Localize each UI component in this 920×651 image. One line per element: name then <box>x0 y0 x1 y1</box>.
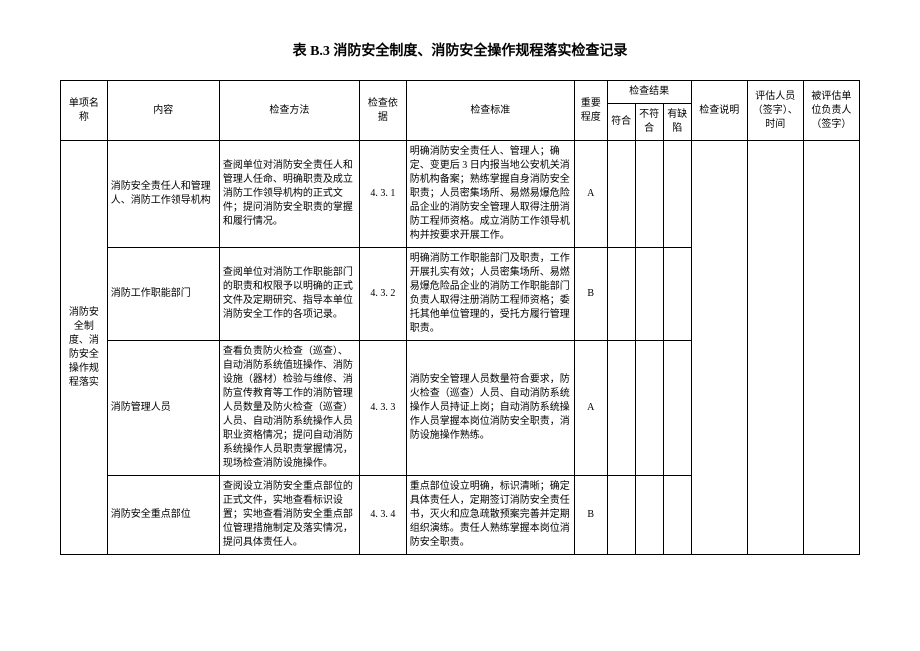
result-match-cell <box>607 141 635 248</box>
basis-cell: 4. 3. 3 <box>360 341 407 476</box>
method-cell: 查阅单位对消防工作职能部门的职责和权限予以明确的正式文件及定期研究、指导本单位消… <box>219 248 359 341</box>
standard-cell: 明确消防安全责任人、管理人；确定、变更后 3 日内报当地公安机关消防机构备案；熟… <box>406 141 574 248</box>
importance-cell: B <box>574 476 607 555</box>
result-nomatch-cell <box>635 248 663 341</box>
note-cell <box>691 141 747 555</box>
importance-cell: A <box>574 341 607 476</box>
header-check-standard: 检查标准 <box>406 81 574 141</box>
header-result-nomatch: 不符合 <box>635 104 663 141</box>
result-nomatch-cell <box>635 141 663 248</box>
content-cell: 消防管理人员 <box>107 341 219 476</box>
header-result-match: 符合 <box>607 104 635 141</box>
basis-cell: 4. 3. 1 <box>360 141 407 248</box>
header-check-method: 检查方法 <box>219 81 359 141</box>
header-check-result: 检查结果 <box>607 81 691 104</box>
result-nomatch-cell <box>635 341 663 476</box>
page-title: 表 B.3 消防安全制度、消防安全操作规程落实检查记录 <box>60 40 860 60</box>
method-cell: 查阅单位对消防安全责任人和管理人任命、明确职责及成立消防工作领导机构的正式文件；… <box>219 141 359 248</box>
result-defect-cell <box>663 476 691 555</box>
method-cell: 查看负责防火检查（巡查）、自动消防系统值班操作、消防设施（器材）检验与维修、消防… <box>219 341 359 476</box>
result-defect-cell <box>663 248 691 341</box>
header-item-name: 单项名称 <box>61 81 108 141</box>
importance-cell: B <box>574 248 607 341</box>
basis-cell: 4. 3. 4 <box>360 476 407 555</box>
result-nomatch-cell <box>635 476 663 555</box>
header-result-defect: 有缺陷 <box>663 104 691 141</box>
standard-cell: 消防安全管理人员数量符合要求，防火检查（巡查）人员、自动消防系统操作人员持证上岗… <box>406 341 574 476</box>
header-content: 内容 <box>107 81 219 141</box>
evaluated-unit-cell <box>803 141 859 555</box>
result-defect-cell <box>663 141 691 248</box>
standard-cell: 明确消防工作职能部门及职责，工作开展扎实有效；人员密集场所、易燃易爆危险品企业的… <box>406 248 574 341</box>
basis-cell: 4. 3. 2 <box>360 248 407 341</box>
standard-cell: 重点部位设立明确，标识清晰；确定具体责任人，定期签订消防安全责任书，灭火和应急疏… <box>406 476 574 555</box>
header-check-basis: 检查依据 <box>360 81 407 141</box>
importance-cell: A <box>574 141 607 248</box>
header-evaluated-unit: 被评估单位负责人（签字） <box>803 81 859 141</box>
result-defect-cell <box>663 341 691 476</box>
inspection-table: 单项名称 内容 检查方法 检查依据 检查标准 重要程度 检查结果 检查说明 评估… <box>60 80 860 555</box>
result-match-cell <box>607 476 635 555</box>
method-cell: 查阅设立消防安全重点部位的正式文件，实地查看标识设置；实地查看消防安全重点部位管… <box>219 476 359 555</box>
content-cell: 消防安全责任人和管理人、消防工作领导机构 <box>107 141 219 248</box>
header-check-note: 检查说明 <box>691 81 747 141</box>
evaluator-cell <box>747 141 803 555</box>
category-cell: 消防安全制度、消防安全操作规程落实 <box>61 141 108 555</box>
content-cell: 消防工作职能部门 <box>107 248 219 341</box>
header-importance: 重要程度 <box>574 81 607 141</box>
result-match-cell <box>607 248 635 341</box>
result-match-cell <box>607 341 635 476</box>
table-row: 消防安全制度、消防安全操作规程落实 消防安全责任人和管理人、消防工作领导机构 查… <box>61 141 860 248</box>
content-cell: 消防安全重点部位 <box>107 476 219 555</box>
header-evaluator: 评估人员（签字）、时间 <box>747 81 803 141</box>
